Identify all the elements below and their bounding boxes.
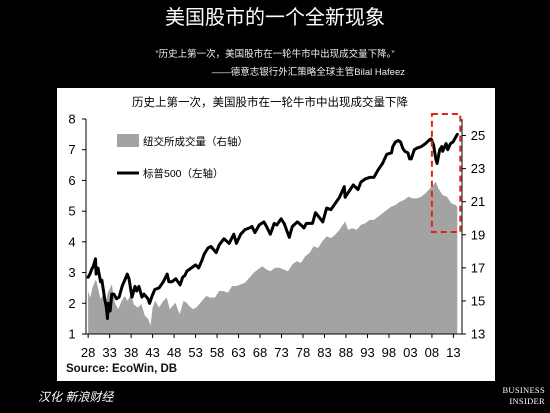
volume-area	[88, 181, 458, 334]
legend-label-volume: 纽交所成交量（右轴）	[143, 135, 248, 148]
y-right-tick-label: 23	[471, 161, 485, 176]
quote-attribution: ——德意志银行外汇策略全球主管Bilal Hafeez	[211, 67, 405, 78]
x-tick-label: 78	[296, 345, 310, 360]
x-tick-label: 48	[167, 345, 181, 360]
y-left-tick-label: 4	[68, 234, 75, 249]
y-right-tick-label: 17	[471, 260, 485, 275]
x-tick-label: 03	[403, 345, 417, 360]
x-tick-label: 13	[446, 345, 460, 360]
logo-line-2: INSIDER	[509, 396, 545, 406]
x-tick-label: 68	[253, 345, 267, 360]
y-left-tick-label: 1	[68, 327, 75, 342]
y-right-tick-label: 25	[471, 128, 485, 143]
y-left-tick-label: 5	[68, 204, 75, 219]
x-tick-label: 83	[317, 345, 331, 360]
chart-title: 历史上第一次，美国股市在一轮牛市中出现成交量下降	[132, 95, 408, 109]
highlight-layer	[430, 113, 462, 233]
quote-text: “历史上第一次，美国股市在一轮牛市中出现成交量下降。”	[155, 49, 395, 60]
y-left-tick-label: 2	[68, 296, 75, 311]
legend-swatch-volume	[117, 134, 139, 147]
x-tick-label: 38	[124, 345, 138, 360]
y-left-tick-label: 3	[68, 265, 75, 280]
chart-panel: 历史上第一次，美国股市在一轮牛市中出现成交量下降 纽交所成交量（右轴） 标普50…	[57, 88, 495, 381]
x-tick-label: 63	[231, 345, 245, 360]
volume-series-layer	[88, 181, 458, 334]
x-tick-label: 98	[382, 345, 396, 360]
x-tick-label: 93	[360, 345, 374, 360]
business-insider-logo: BUSINESS INSIDER	[502, 385, 545, 407]
y-left-tick-label: 7	[68, 142, 75, 157]
x-tick-label: 08	[425, 345, 439, 360]
y-right-tick-label: 15	[471, 293, 485, 308]
y-right-tick-label: 21	[471, 194, 485, 209]
chart: 历史上第一次，美国股市在一轮牛市中出现成交量下降 纽交所成交量（右轴） 标普50…	[66, 95, 485, 375]
x-tick-label: 53	[188, 345, 202, 360]
x-tick-label: 28	[81, 345, 95, 360]
y-right-tick-label: 19	[471, 227, 485, 242]
x-tick-label: 73	[274, 345, 288, 360]
logo-line-1: BUSINESS	[502, 385, 545, 395]
legend-label-sp500: 标普500（左轴）	[143, 167, 224, 180]
sp500-series-layer	[86, 132, 459, 321]
axes	[82, 118, 466, 338]
highlight-box	[430, 113, 462, 233]
slide-title: 美国股市的一个全新现象	[165, 7, 385, 29]
translation-credit: 汉化 新浪财经	[38, 390, 114, 404]
x-tick-label: 33	[102, 345, 116, 360]
x-tick-label: 43	[145, 345, 159, 360]
chart-source: Source: EcoWin, DB	[66, 363, 177, 375]
y-left-tick-label: 8	[68, 112, 75, 127]
y-left-tick-label: 6	[68, 173, 75, 188]
x-tick-label: 88	[339, 345, 353, 360]
legend: 纽交所成交量（右轴） 标普500（左轴）	[117, 134, 248, 180]
sp500-line	[86, 132, 459, 321]
y-right-tick-label: 13	[471, 327, 485, 342]
x-tick-label: 58	[210, 345, 224, 360]
